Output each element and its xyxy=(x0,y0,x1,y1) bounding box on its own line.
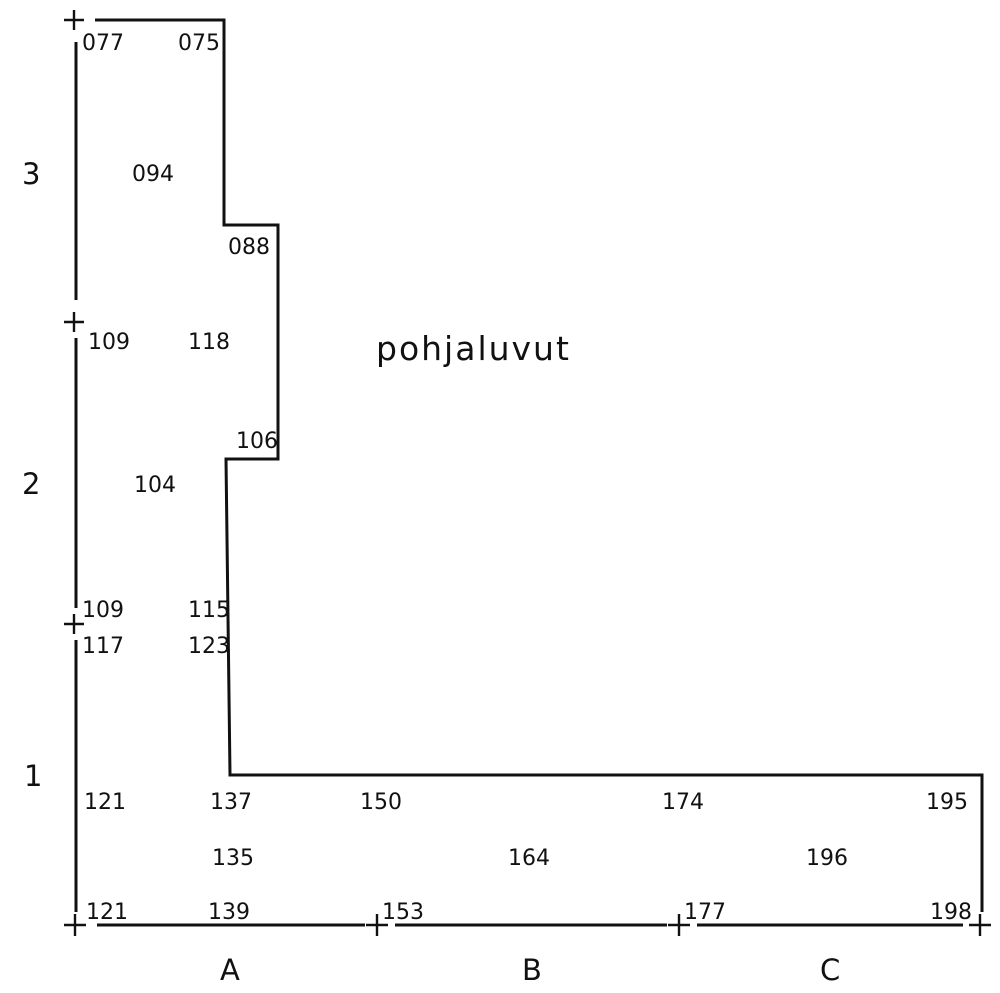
cross-marker xyxy=(969,914,991,936)
row-label-1: 1 xyxy=(24,759,42,793)
value-label: 109 xyxy=(88,330,130,355)
value-label: 164 xyxy=(508,846,550,871)
value-label: 196 xyxy=(806,846,848,871)
cross-marker xyxy=(64,614,84,634)
area-outline xyxy=(74,18,984,927)
cross-marker xyxy=(64,10,84,30)
survey-crosses xyxy=(64,10,991,936)
value-label: 094 xyxy=(132,162,174,187)
value-label: 174 xyxy=(662,790,704,815)
value-label: 135 xyxy=(212,846,254,871)
cross-marker xyxy=(668,914,690,936)
row-label-2: 2 xyxy=(22,467,40,501)
cross-marker xyxy=(64,914,86,936)
value-label: 075 xyxy=(178,31,220,56)
value-label: 121 xyxy=(86,900,128,925)
value-label: 121 xyxy=(84,790,126,815)
elevation-values: 077 075 094 088 109 118 106 104 109 115 … xyxy=(82,31,972,925)
value-label: 177 xyxy=(684,900,726,925)
value-label: 117 xyxy=(82,634,124,659)
cross-marker xyxy=(64,312,84,332)
value-label: 077 xyxy=(82,31,124,56)
map-title: pohjaluvut xyxy=(376,329,571,368)
column-label-b: B xyxy=(522,953,542,987)
value-label: 137 xyxy=(210,790,252,815)
value-label: 123 xyxy=(188,634,230,659)
cross-marker xyxy=(366,914,388,936)
column-label-a: A xyxy=(220,953,240,987)
value-label: 115 xyxy=(188,598,230,623)
value-label: 106 xyxy=(236,429,278,454)
value-label: 109 xyxy=(82,598,124,623)
value-label: 104 xyxy=(134,473,176,498)
value-label: 195 xyxy=(926,790,968,815)
value-label: 153 xyxy=(382,900,424,925)
value-label: 198 xyxy=(930,900,972,925)
value-label: 150 xyxy=(360,790,402,815)
column-label-c: C xyxy=(820,953,840,987)
value-label: 139 xyxy=(208,900,250,925)
row-label-3: 3 xyxy=(22,157,40,191)
value-label: 118 xyxy=(188,330,230,355)
value-label: 088 xyxy=(228,235,270,260)
